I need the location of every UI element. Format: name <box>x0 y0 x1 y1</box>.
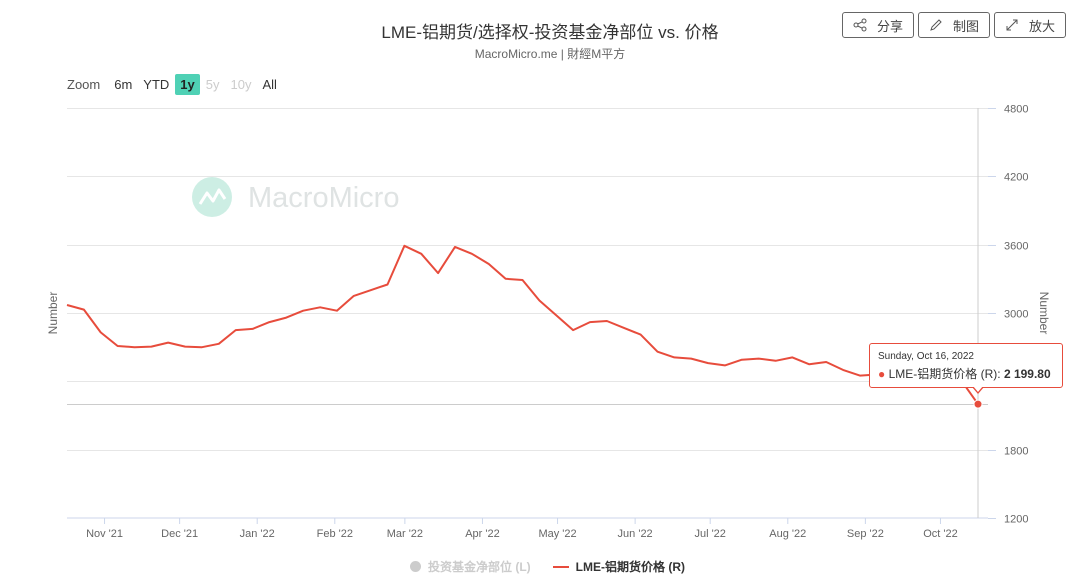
tooltip-arrow <box>972 386 984 394</box>
y-tick-label: 3000 <box>1004 309 1028 321</box>
x-tick-label: Jul '22 <box>694 528 725 540</box>
share-icon <box>853 18 867 32</box>
tooltip-date: Sunday, Oct 16, 2022 <box>878 351 974 362</box>
price-series-line[interactable] <box>66 244 979 405</box>
share-label: 分享 <box>877 18 904 34</box>
zoom-all-button[interactable]: All <box>262 77 277 92</box>
tooltip-value: 2 199.80 <box>1003 367 1051 381</box>
zoom-ytd-button[interactable]: YTD <box>143 77 170 92</box>
legend-label-fund-position: 投资基金净部位 (L) <box>428 560 531 574</box>
x-tick-label: Aug '22 <box>769 528 806 540</box>
legend-item-price[interactable]: LME-铝期货价格 (R) <box>552 558 685 575</box>
zoom-10y-button: 10y <box>230 77 252 92</box>
watermark: MacroMicro <box>192 177 399 217</box>
tooltip: Sunday, Oct 16, 2022 ● LME-铝期货价格 (R): 2 … <box>869 343 1063 388</box>
watermark-logo-icon <box>192 177 232 217</box>
x-tick-label: Jan '22 <box>240 528 275 540</box>
x-tick-label: Mar '22 <box>387 528 423 540</box>
draw-button[interactable]: 制图 <box>918 12 990 38</box>
zoom-1y-button[interactable]: 1y <box>175 74 200 95</box>
zoom-6m-button[interactable]: 6m <box>114 77 133 92</box>
share-button[interactable]: 分享 <box>842 12 914 38</box>
expand-button[interactable]: 放大 <box>994 12 1066 38</box>
zoom-label: Zoom <box>67 77 101 92</box>
legend: 投资基金净部位 (L) LME-铝期货价格 (R) <box>410 558 707 575</box>
y-tick-label: 4200 <box>1004 172 1028 184</box>
y-tick-label: 1800 <box>1004 446 1028 458</box>
x-tick-label: Sep '22 <box>847 528 884 540</box>
x-tick-label: Oct '22 <box>923 528 958 540</box>
grid-lines <box>67 108 988 451</box>
zoom-selector: Zoom 6m YTD 1y 5y 10y All <box>67 74 283 95</box>
x-tick-label: May '22 <box>538 528 576 540</box>
y-tick-label: 4800 <box>1004 104 1028 116</box>
y-tick-label: 3600 <box>1004 241 1028 253</box>
y-axis-right-ticks: 1200180024003000360042004800 <box>988 104 1028 526</box>
expand-label: 放大 <box>1029 18 1056 34</box>
tooltip-series-dot: ● <box>878 367 886 381</box>
y-axis-left-label: Number <box>46 292 60 335</box>
hover-point <box>973 399 983 409</box>
expand-icon <box>1006 19 1018 31</box>
draw-label: 制图 <box>953 18 980 34</box>
x-tick-label: Nov '21 <box>86 528 123 540</box>
x-tick-label: Feb '22 <box>317 528 353 540</box>
x-axis-ticks: Nov '21 Dec '21 Jan '22 Feb '22 Mar '22 Apr '… <box>86 518 958 540</box>
legend-line-icon <box>552 565 569 568</box>
pencil-icon <box>930 19 942 31</box>
y-axis-right-label: Number <box>1037 292 1051 335</box>
x-tick-label: Apr '22 <box>465 528 500 540</box>
legend-label-price: LME-铝期货价格 (R) <box>575 560 685 574</box>
tooltip-series-label: LME-铝期货价格 (R): <box>888 367 1004 381</box>
chart-subtitle: MacroMicro.me | 財經M平方 <box>474 47 626 61</box>
y-tick-label: 1200 <box>1004 514 1028 526</box>
watermark-text: MacroMicro <box>248 182 399 214</box>
x-tick-label: Jun '22 <box>618 528 653 540</box>
legend-dot-icon <box>410 561 421 572</box>
zoom-5y-button: 5y <box>205 77 220 92</box>
legend-item-fund-position[interactable]: 投资基金净部位 (L) <box>410 558 531 575</box>
chart-title: LME-铝期货/选择权-投资基金净部位 vs. 价格 <box>381 23 719 42</box>
x-tick-label: Dec '21 <box>161 528 198 540</box>
